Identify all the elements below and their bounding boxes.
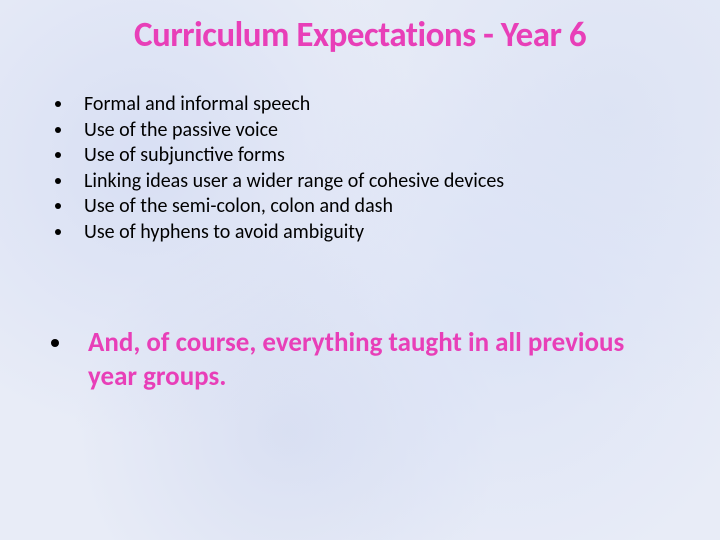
- list-item: Use of hyphens to avoid ambiguity: [74, 220, 504, 246]
- list-item: Linking ideas user a wider range of cohe…: [74, 169, 504, 195]
- list-item: Use of the passive voice: [74, 118, 504, 144]
- list-item: Use of subjunctive forms: [74, 143, 504, 169]
- curriculum-list: Formal and informal speech Use of the pa…: [74, 92, 504, 246]
- summary-item: And, of course, everything taught in all…: [74, 326, 644, 394]
- summary-list: And, of course, everything taught in all…: [74, 326, 644, 394]
- list-item: Formal and informal speech: [74, 92, 504, 118]
- list-item: Use of the semi-colon, colon and dash: [74, 194, 504, 220]
- slide-title: Curriculum Expectations - Year 6: [0, 14, 720, 56]
